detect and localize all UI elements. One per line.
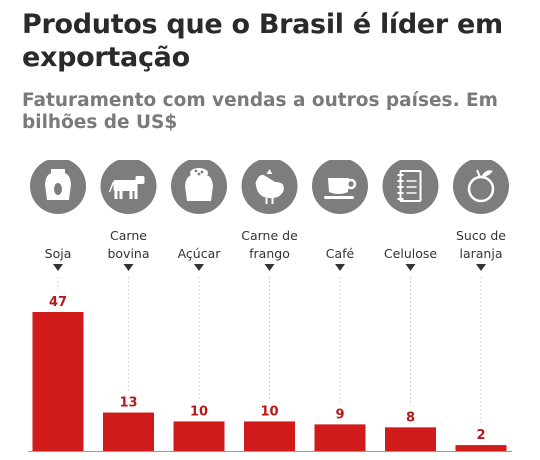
chart-subtitle: Faturamento com vendas a outros países. … bbox=[22, 90, 498, 133]
pointer-triangle bbox=[123, 264, 134, 271]
category-label: Carne bovina bbox=[107, 228, 149, 261]
bar bbox=[314, 424, 366, 451]
pointer-triangle bbox=[53, 264, 63, 271]
chicken-icon bbox=[241, 160, 298, 214]
soy-sack-icon bbox=[30, 160, 86, 214]
bar bbox=[385, 427, 436, 451]
value-label: 13 bbox=[119, 396, 137, 411]
category-label: Açúcar bbox=[178, 246, 222, 261]
bar bbox=[103, 412, 154, 451]
sugar-sack-icon bbox=[171, 160, 227, 214]
value-label: 9 bbox=[335, 407, 344, 422]
pointer-triangle bbox=[405, 264, 416, 271]
chart-title: Produtos que o Brasil é líder em exporta… bbox=[22, 9, 503, 73]
category-label: Carne de frango bbox=[241, 228, 298, 261]
coffee-cup-icon bbox=[312, 160, 368, 214]
bar bbox=[32, 312, 84, 451]
pointer-triangle bbox=[476, 264, 486, 271]
bar-chart: Soja 47 Carne bovina 13 Açúcar 10 Carne de frang… bbox=[28, 160, 512, 452]
value-label: 47 bbox=[49, 295, 67, 310]
pointer-triangle bbox=[335, 264, 345, 271]
category-label: Soja bbox=[45, 246, 72, 261]
value-label: 10 bbox=[190, 404, 208, 419]
value-label: 2 bbox=[476, 428, 485, 443]
pointer-triangle bbox=[194, 264, 204, 271]
cow-icon bbox=[100, 160, 157, 214]
orange-icon bbox=[453, 160, 509, 214]
category-label: Celulose bbox=[384, 246, 437, 261]
value-label: 10 bbox=[260, 404, 278, 419]
bar bbox=[455, 445, 507, 451]
value-label: 8 bbox=[406, 410, 415, 425]
bar bbox=[173, 421, 225, 451]
category-label: Café bbox=[326, 246, 355, 261]
bar bbox=[244, 421, 295, 451]
pointer-triangle bbox=[264, 264, 275, 271]
notebook-icon bbox=[382, 160, 439, 214]
category-label: Suco de laranja bbox=[456, 228, 506, 261]
